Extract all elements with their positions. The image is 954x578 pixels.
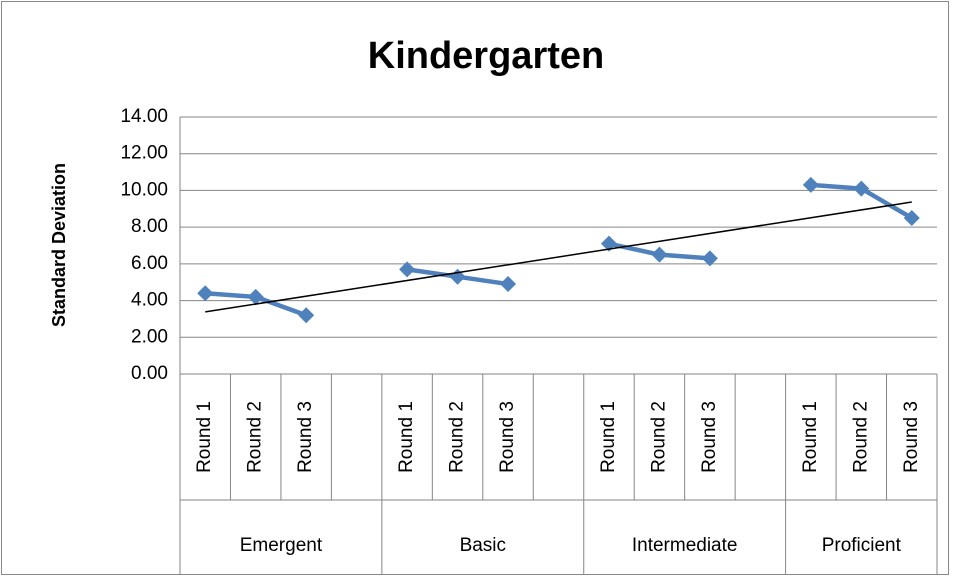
marker — [399, 261, 416, 278]
group-label: Proficient — [822, 535, 902, 556]
x-tick-label: Round 1 — [194, 401, 215, 473]
x-tick-label: Round 3 — [699, 401, 720, 473]
y-tick-label: 6.00 — [131, 253, 168, 274]
x-tick-label: Round 2 — [850, 401, 871, 473]
x-tick-label: Round 1 — [598, 401, 619, 473]
y-tick-label: 4.00 — [131, 290, 168, 311]
trendline — [205, 201, 912, 313]
y-tick-label: 10.00 — [120, 179, 168, 200]
marker — [903, 209, 920, 226]
x-tick-label: Round 3 — [497, 401, 518, 473]
group-label: Basic — [460, 535, 506, 556]
chart-title: Kindergarten — [368, 35, 604, 77]
group-label: Intermediate — [632, 535, 738, 556]
marker — [651, 246, 668, 263]
marker — [197, 285, 214, 302]
x-tick-label: Round 2 — [245, 401, 266, 473]
x-tick-label: Round 1 — [800, 401, 821, 473]
y-tick-label: 2.00 — [131, 326, 168, 347]
group-label: Emergent — [240, 535, 323, 556]
y-tick-label: 0.00 — [131, 363, 168, 384]
y-tick-label: 8.00 — [131, 216, 168, 237]
x-tick-label: Round 2 — [648, 401, 669, 473]
x-tick-label: Round 3 — [901, 401, 922, 473]
marker — [853, 180, 870, 197]
y-tick-label: 12.00 — [120, 143, 168, 164]
marker — [247, 288, 264, 305]
x-tick-label: Round 1 — [396, 401, 417, 473]
marker — [600, 235, 617, 252]
marker — [500, 276, 517, 293]
marker — [701, 250, 718, 267]
marker — [298, 307, 315, 324]
marker — [802, 176, 819, 193]
x-tick-label: Round 2 — [447, 401, 468, 473]
x-tick-label: Round 3 — [295, 401, 316, 473]
y-axis-label: Standard Deviation — [49, 163, 69, 327]
y-tick-label: 14.00 — [120, 106, 168, 127]
